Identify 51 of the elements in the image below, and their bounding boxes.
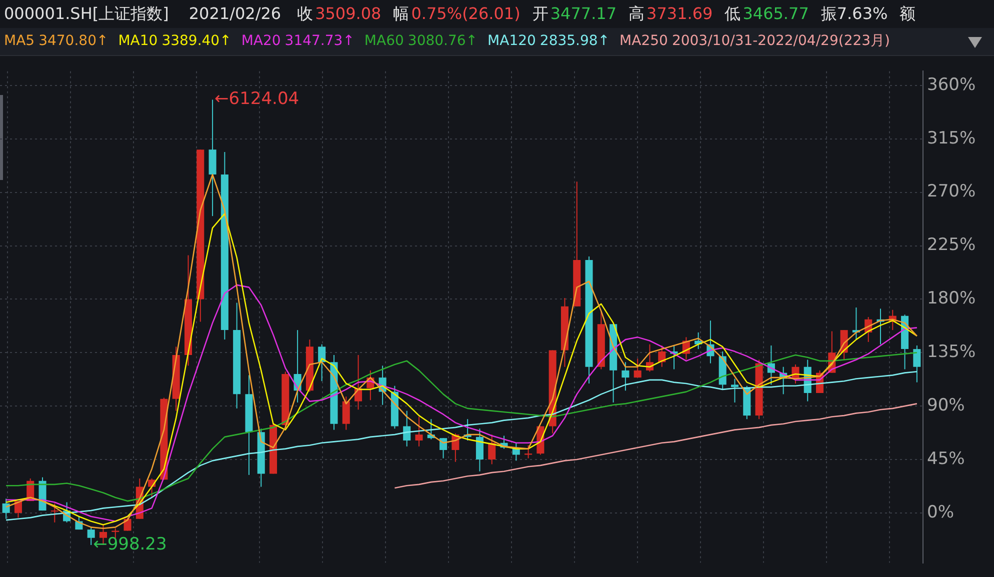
candlestick xyxy=(403,410,411,447)
text: 3465.77 xyxy=(742,3,809,25)
text: 2003/10/31-2022/04/29(223月) xyxy=(672,32,890,51)
text: MA20 xyxy=(241,32,281,51)
text: 3470.80↑ xyxy=(38,32,108,51)
candlestick xyxy=(318,344,326,382)
candlestick xyxy=(87,526,95,546)
text: 0.75%(26.01) xyxy=(411,3,520,25)
text: MA5 xyxy=(4,32,35,51)
y-tick-label: 225% xyxy=(927,235,976,256)
y-tick-label: 360% xyxy=(927,74,976,95)
text: 幅 xyxy=(393,3,410,25)
y-tick-label: 45% xyxy=(927,448,965,469)
y-tick-label: 90% xyxy=(927,395,965,416)
text: MA10 xyxy=(118,32,158,51)
text: 3389.40↑ xyxy=(162,32,232,51)
y-tick-label: 270% xyxy=(927,182,976,202)
text: 3509.08 xyxy=(315,3,382,25)
text: MA60 xyxy=(364,32,404,51)
candlestick xyxy=(342,396,350,430)
candlestick xyxy=(622,362,630,392)
text: MA120 xyxy=(488,32,536,51)
text: 开 xyxy=(532,3,548,25)
text: MA250 xyxy=(620,32,668,51)
text: 振7.63% xyxy=(820,3,888,25)
text: 3731.69 xyxy=(646,3,713,25)
candlestick xyxy=(2,498,10,520)
y-tick-label: 135% xyxy=(927,342,976,362)
y-tick-label: 315% xyxy=(927,128,976,148)
candlestick xyxy=(634,358,642,378)
candlestick xyxy=(415,416,423,447)
candlestick xyxy=(14,500,22,518)
annotation: ←6124.04 xyxy=(214,89,300,110)
y-tick-label: 180% xyxy=(927,288,976,309)
text: 2835.98↑ xyxy=(540,32,610,51)
chart-subtitle: 2021/02/26 xyxy=(188,3,282,25)
chart-title: 000001.SH[上证指数] xyxy=(4,3,169,25)
candlestick xyxy=(488,434,496,465)
annotation: ←998.23 xyxy=(93,534,167,554)
text: 额 xyxy=(900,3,916,25)
text: 高 xyxy=(628,3,645,25)
text: 3080.76↑ xyxy=(408,32,478,51)
text: 3477.17 xyxy=(550,3,617,25)
candlestick xyxy=(50,502,58,523)
y-tick-label: 0% xyxy=(927,502,954,522)
candlestick xyxy=(476,428,484,472)
candlestick xyxy=(730,378,739,403)
text: 收 xyxy=(297,3,314,25)
candlestick xyxy=(913,345,921,383)
text: 低 xyxy=(724,3,741,25)
text: 3147.73↑ xyxy=(284,32,354,51)
